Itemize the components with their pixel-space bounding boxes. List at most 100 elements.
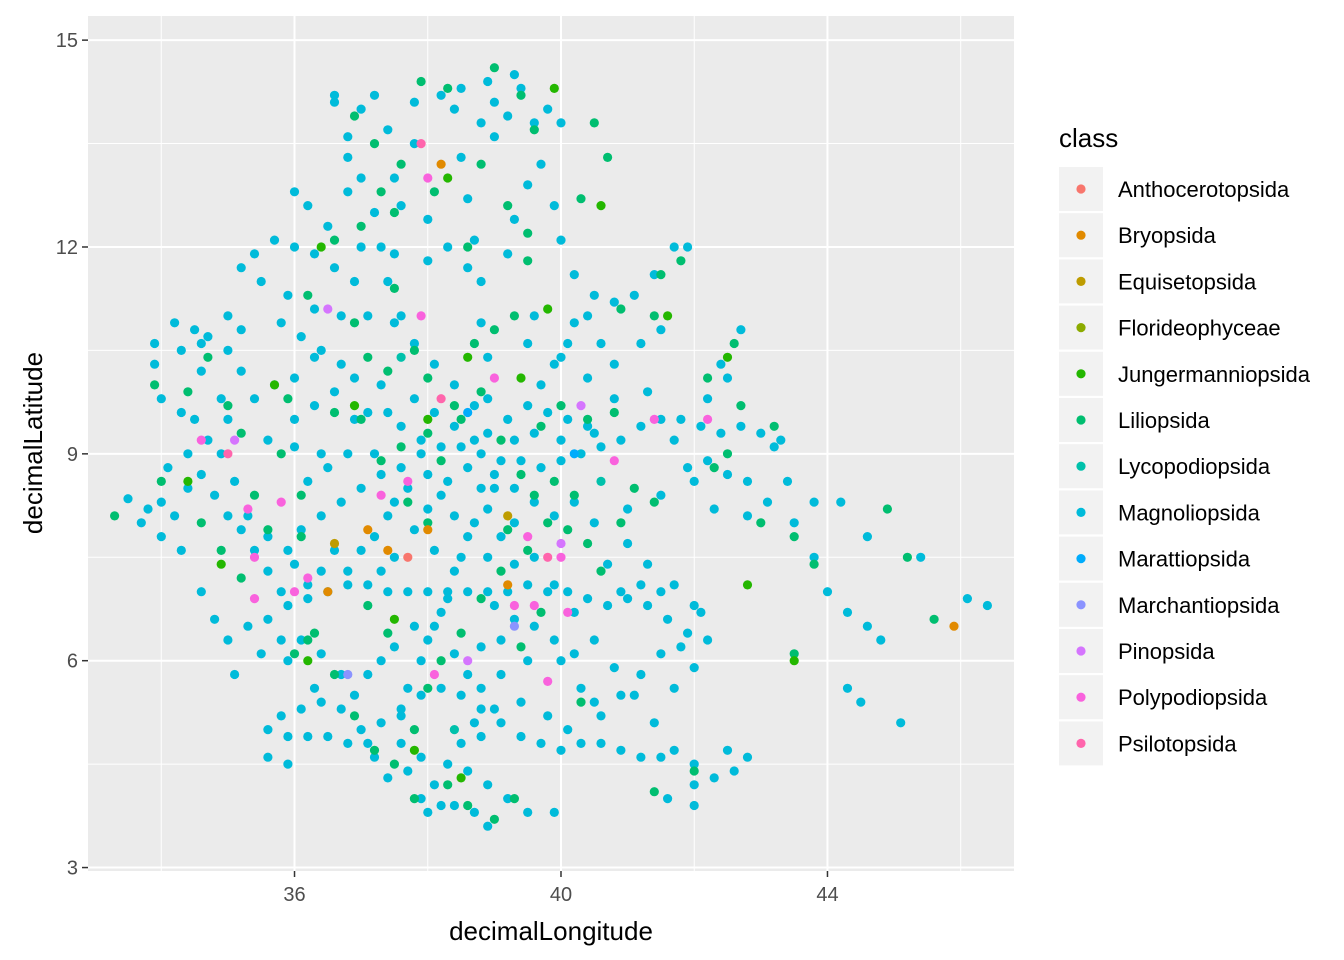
data-point-bryopsida xyxy=(436,159,446,169)
data-point-polypodiopsida xyxy=(289,587,300,597)
legend-label: Anthocerotopsida xyxy=(1118,177,1290,202)
data-point-magnoliopsida xyxy=(616,690,626,700)
data-point-magnoliopsida xyxy=(696,421,706,431)
y-tick-label: 12 xyxy=(56,237,78,259)
data-point-magnoliopsida xyxy=(822,587,833,597)
data-point-magnoliopsida xyxy=(443,587,453,597)
data-point-magnoliopsida xyxy=(556,456,566,466)
data-point-magnoliopsida xyxy=(676,642,686,652)
data-point-magnoliopsida xyxy=(423,469,433,480)
data-point-pinopsida xyxy=(576,401,586,411)
data-point-magnoliopsida xyxy=(409,394,419,404)
data-point-magnoliopsida xyxy=(449,380,459,390)
data-point-liliopsida xyxy=(383,366,393,376)
data-point-magnoliopsida xyxy=(609,359,619,369)
data-point-magnoliopsida xyxy=(549,807,559,818)
data-point-magnoliopsida xyxy=(416,752,426,762)
data-point-magnoliopsida xyxy=(616,745,626,755)
data-point-polypodiopsida xyxy=(703,414,713,424)
data-point-magnoliopsida xyxy=(669,745,679,755)
data-point-magnoliopsida xyxy=(289,373,300,383)
data-point-magnoliopsida xyxy=(196,587,206,597)
data-point-magnoliopsida xyxy=(576,683,586,693)
legend-label: Polypodiopsida xyxy=(1118,685,1268,710)
data-point-magnoliopsida xyxy=(536,380,546,390)
data-point-magnoliopsida xyxy=(856,697,866,707)
data-point-magnoliopsida xyxy=(689,800,699,811)
data-point-liliopsida xyxy=(363,352,373,362)
data-point-magnoliopsida xyxy=(289,187,300,197)
data-point-liliopsida xyxy=(722,449,733,459)
data-point-magnoliopsida xyxy=(676,414,686,424)
data-point-magnoliopsida xyxy=(523,338,533,349)
data-point-magnoliopsida xyxy=(249,249,260,259)
data-point-liliopsida xyxy=(409,725,419,735)
data-point-magnoliopsida xyxy=(656,649,666,659)
data-point-magnoliopsida xyxy=(336,359,346,369)
data-point-magnoliopsida xyxy=(416,435,426,445)
data-point-magnoliopsida xyxy=(503,587,513,597)
data-point-jungermanniopsida xyxy=(183,476,193,486)
legend-label: Marchantiopsida xyxy=(1118,593,1280,618)
data-point-jungermanniopsida xyxy=(303,656,313,666)
data-point-magnoliopsida xyxy=(369,449,380,459)
data-point-magnoliopsida xyxy=(529,497,539,507)
data-point-magnoliopsida xyxy=(656,587,666,597)
data-point-magnoliopsida xyxy=(343,580,353,590)
data-point-jungermanniopsida xyxy=(543,304,553,314)
data-point-liliopsida xyxy=(676,256,686,266)
data-point-magnoliopsida xyxy=(363,669,373,680)
data-point-magnoliopsida xyxy=(536,738,546,749)
data-point-magnoliopsida xyxy=(596,738,606,749)
data-point-liliopsida xyxy=(616,304,626,314)
data-point-liliopsida xyxy=(263,525,273,535)
data-point-magnoliopsida xyxy=(609,394,619,404)
data-point-magnoliopsida xyxy=(150,359,160,369)
data-point-magnoliopsida xyxy=(689,476,699,486)
data-point-magnoliopsida xyxy=(283,545,293,556)
data-point-magnoliopsida xyxy=(449,104,459,114)
data-point-bryopsida xyxy=(423,525,433,535)
legend-swatch xyxy=(1076,461,1086,471)
data-point-magnoliopsida xyxy=(596,711,606,721)
data-point-magnoliopsida xyxy=(643,600,653,611)
data-point-polypodiopsida xyxy=(249,552,260,562)
data-point-magnoliopsida xyxy=(249,394,260,404)
data-point-magnoliopsida xyxy=(489,483,499,493)
data-point-magnoliopsida xyxy=(616,435,626,445)
data-point-liliopsida xyxy=(603,152,613,162)
data-point-magnoliopsida xyxy=(636,752,646,762)
data-point-jungermanniopsida xyxy=(516,373,526,383)
data-point-liliopsida xyxy=(476,159,486,169)
data-point-liliopsida xyxy=(423,373,433,383)
data-point-magnoliopsida xyxy=(436,490,446,500)
data-point-magnoliopsida xyxy=(329,387,340,397)
data-point-magnoliopsida xyxy=(263,532,273,542)
data-point-magnoliopsida xyxy=(463,194,473,204)
legend-label: Liliopsida xyxy=(1118,408,1210,433)
data-point-magnoliopsida xyxy=(210,614,220,624)
data-point-magnoliopsida xyxy=(476,642,486,652)
data-point-jungermanniopsida xyxy=(549,83,559,93)
data-point-magnoliopsida xyxy=(343,738,353,749)
data-point-polypodiopsida xyxy=(529,600,539,611)
data-point-liliopsida xyxy=(436,456,446,466)
data-point-liliopsida xyxy=(329,407,340,418)
data-point-magnoliopsida xyxy=(436,800,446,811)
data-point-magnoliopsida xyxy=(476,731,486,742)
data-point-magnoliopsida xyxy=(709,773,719,783)
data-point-magnoliopsida xyxy=(223,414,233,424)
data-point-magnoliopsida xyxy=(423,635,433,645)
data-point-liliopsida xyxy=(463,800,473,811)
data-point-magnoliopsida xyxy=(629,290,639,300)
data-point-magnoliopsida xyxy=(509,559,519,569)
data-point-magnoliopsida xyxy=(376,718,386,728)
data-point-liliopsida xyxy=(283,394,293,404)
data-point-magnoliopsida xyxy=(689,600,699,611)
data-point-magnoliopsida xyxy=(429,780,439,790)
data-point-jungermanniopsida xyxy=(316,242,326,252)
data-point-magnoliopsida xyxy=(576,449,586,459)
y-tick-label: 3 xyxy=(67,858,78,880)
data-point-magnoliopsida xyxy=(483,504,493,514)
data-point-liliopsida xyxy=(203,352,213,362)
